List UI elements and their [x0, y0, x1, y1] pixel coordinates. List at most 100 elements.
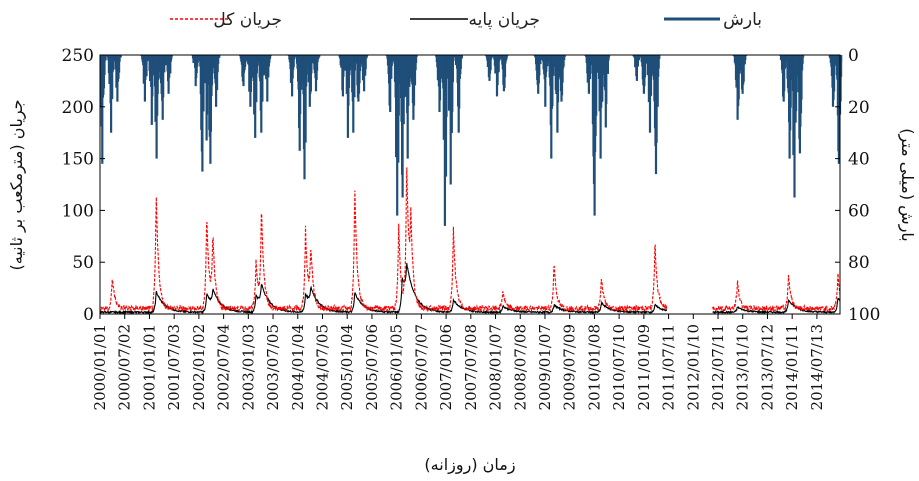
precip-bar — [738, 55, 741, 71]
precip-bar — [800, 55, 803, 100]
precip-bar — [588, 55, 592, 80]
precip-bar — [389, 55, 392, 112]
left-tick-label: 100 — [62, 201, 94, 221]
precip-bar — [415, 55, 418, 57]
precip-bar — [452, 55, 455, 61]
x-tick-label: 2002/07/04 — [215, 324, 233, 410]
precip-bar — [216, 55, 219, 91]
x-tick-label: 2012/07/11 — [709, 324, 727, 410]
precip-bar — [506, 55, 509, 57]
precip-bar — [605, 55, 608, 105]
right-tick-label: 80 — [848, 253, 870, 273]
precip-bar — [104, 55, 107, 61]
precip-bar — [118, 55, 121, 73]
precip-bar — [744, 55, 747, 60]
x-tick-label: 2009/07/09 — [561, 324, 579, 410]
x-tick-label: 2007/01/06 — [437, 324, 455, 410]
precip-bar — [119, 55, 122, 58]
precip-bar — [802, 55, 805, 58]
precip-bar — [801, 55, 804, 64]
precip-bar — [218, 55, 221, 58]
precip-bar — [459, 55, 462, 69]
precip-bar — [789, 55, 792, 108]
right-axis: 0 20 40 60 80 100 — [835, 46, 880, 325]
x-tick-label: 2009/01/07 — [536, 324, 554, 410]
x-tick-label: 2004/07/05 — [314, 324, 332, 410]
precip-bar — [403, 55, 406, 98]
x-tick-label: 2005/07/06 — [363, 324, 381, 410]
precip-bar — [451, 55, 454, 83]
precip-bar — [201, 55, 204, 172]
precip-bar — [145, 55, 148, 77]
precip-bar — [353, 55, 356, 98]
x-tick-label: 2001/01/01 — [140, 324, 158, 410]
x-tick-label: 2013/01/10 — [734, 324, 752, 410]
x-tick-label: 2014/01/11 — [783, 324, 801, 410]
x-tick-label: 2007/07/08 — [462, 324, 480, 410]
legend-baseflow-label: جریان پایه — [469, 10, 540, 30]
precip-bar — [489, 55, 492, 71]
precip-bar — [742, 55, 745, 82]
x-tick-label: 2008/01/07 — [487, 324, 505, 410]
left-tick-label: 0 — [83, 305, 94, 325]
precip-bar — [170, 55, 173, 57]
right-tick-label: 40 — [848, 150, 870, 170]
precip-bar — [793, 55, 796, 198]
left-tick-label: 50 — [72, 253, 94, 273]
left-tick-label: 250 — [62, 46, 94, 66]
precip-bar — [162, 55, 165, 98]
x-tick-label: 2001/07/03 — [165, 324, 183, 410]
precip-bar — [266, 55, 269, 102]
precip-bar — [539, 55, 542, 60]
x-tick-label: 2006/07/07 — [412, 324, 430, 410]
precip-bar — [601, 55, 604, 102]
precip-bar — [651, 55, 654, 75]
precip-bar — [657, 55, 660, 69]
precip-bar — [538, 55, 541, 76]
precip-bar — [118, 55, 121, 62]
precip-bar — [607, 55, 610, 61]
precip-bar — [268, 55, 272, 60]
x-tick-label: 2000/01/01 — [91, 324, 109, 410]
precip-bar — [151, 55, 154, 97]
x-axis: 2000/01/01 2000/07/02 2001/01/01 2001/07/03… — [91, 314, 826, 410]
x-tick-label: 2003/01/03 — [239, 324, 257, 410]
precip-bar — [656, 55, 659, 107]
precip-bar — [601, 55, 604, 75]
precip-bar — [408, 55, 411, 78]
precip-bar — [544, 55, 547, 107]
precip-bar — [111, 55, 114, 100]
precip-bar — [112, 55, 115, 70]
x-tick-label: 2004/01/04 — [289, 324, 307, 410]
precip-bar — [563, 55, 566, 60]
precip-bar — [497, 55, 500, 73]
x-tick-label: 2002/01/02 — [190, 324, 208, 410]
precip-bar — [562, 55, 565, 67]
legend: جریان کل جریان پایه بارش — [170, 10, 762, 30]
precip-bar — [833, 55, 836, 92]
precip-bar — [261, 55, 264, 102]
precip-bar — [505, 55, 508, 59]
precip-bar — [607, 55, 611, 58]
precip-bar — [636, 55, 639, 67]
precip-bar — [840, 55, 843, 77]
precip-bar — [638, 55, 641, 58]
x-tick-label: 2013/07/12 — [759, 324, 777, 410]
x-tick-label: 2014/07/13 — [808, 324, 826, 410]
precip-bar — [451, 55, 454, 112]
plot-frame — [99, 54, 841, 315]
x-tick-label: 2011/07/11 — [660, 324, 678, 410]
precip-bar — [561, 55, 564, 83]
precip-bar — [206, 55, 209, 115]
precip-bar — [262, 55, 265, 75]
precip-bar — [460, 55, 463, 58]
precip-bar — [269, 55, 272, 57]
precip-bar — [643, 55, 647, 78]
precip-bar — [170, 55, 173, 60]
precip-bar — [491, 55, 494, 57]
precip-bar — [146, 55, 149, 61]
left-tick-label: 200 — [62, 98, 94, 118]
precip-bar — [101, 55, 104, 164]
precip-bar — [202, 55, 205, 112]
x-tick-label: 2010/07/10 — [610, 324, 628, 410]
